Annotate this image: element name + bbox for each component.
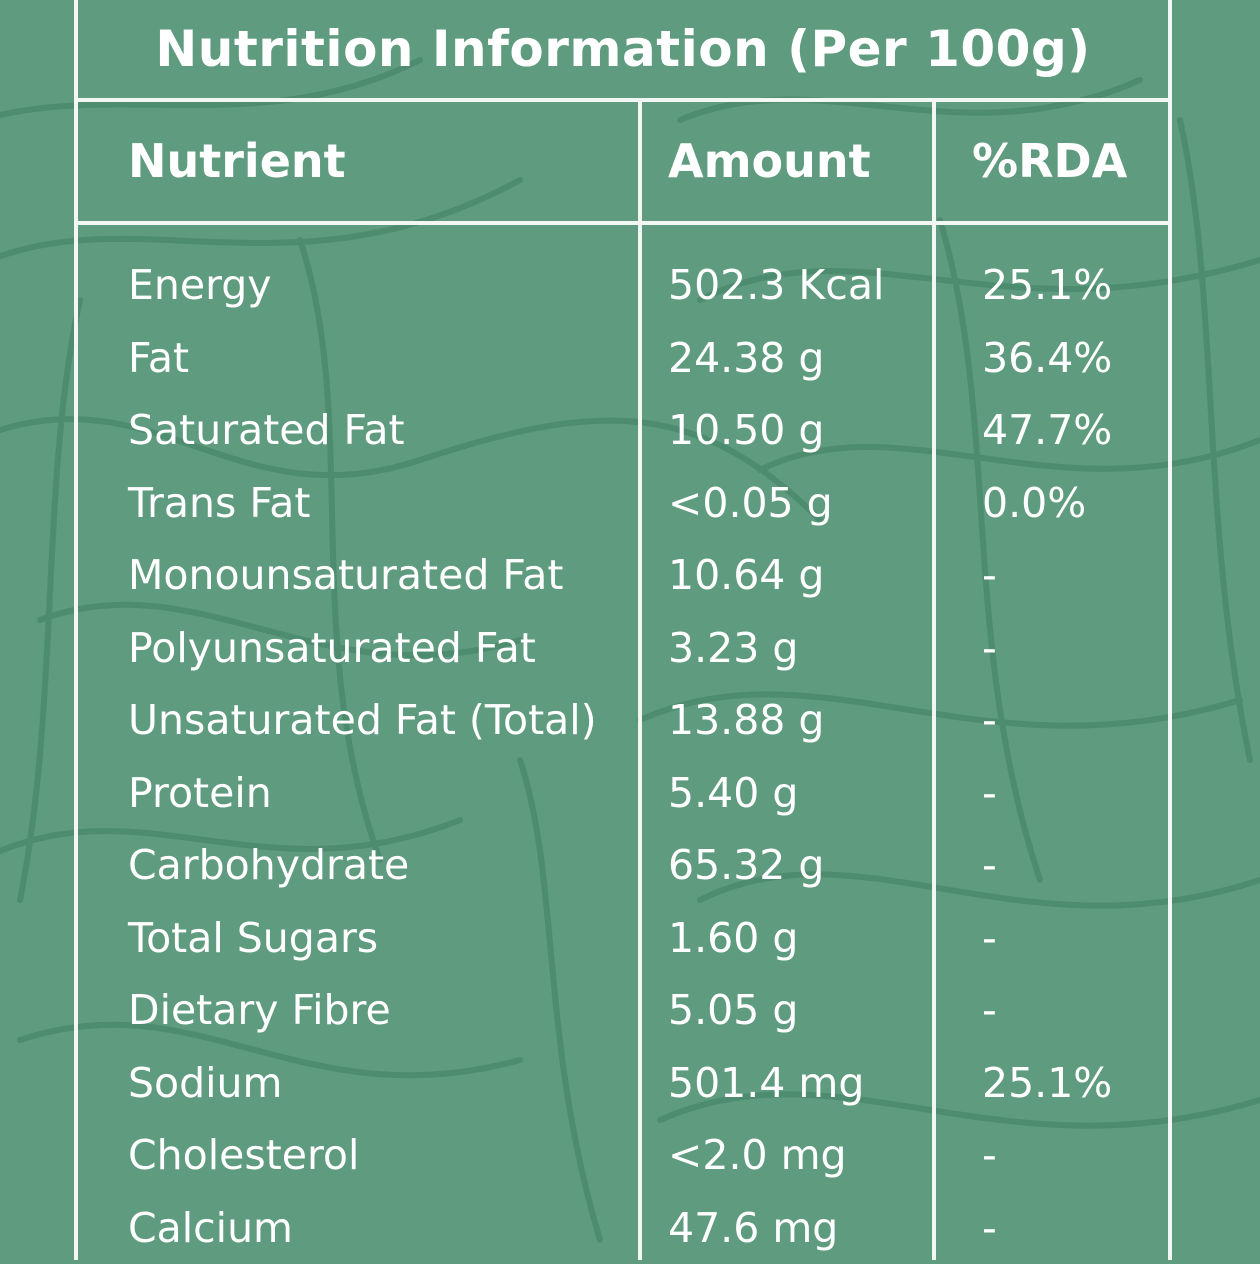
table-row: Protein 5.40 g - — [78, 757, 1168, 830]
rda-cell: 25.1% — [982, 1047, 1112, 1119]
nutrient-cell: Sodium — [128, 1047, 282, 1119]
amount-cell: 5.05 g — [668, 974, 798, 1046]
amount-cell: 24.38 g — [668, 322, 824, 394]
table-row: Fat 24.38 g 36.4% — [78, 322, 1168, 395]
amount-cell: 5.40 g — [668, 757, 798, 829]
amount-cell: 47.6 mg — [668, 1192, 838, 1264]
header-rda: %RDA — [972, 102, 1127, 221]
nutrition-panel: Nutrition Information (Per 100g) Nutrien… — [74, 0, 1172, 1260]
nutrient-cell: Energy — [128, 249, 272, 321]
table-row: Cholesterol <2.0 mg - — [78, 1119, 1168, 1192]
amount-cell: <0.05 g — [668, 467, 833, 539]
table-row: Sodium 501.4 mg 25.1% — [78, 1047, 1168, 1120]
amount-cell: 501.4 mg — [668, 1047, 864, 1119]
table-row: Carbohydrate 65.32 g - — [78, 829, 1168, 902]
table-body: Energy 502.3 Kcal 25.1% Fat 24.38 g 36.4… — [78, 249, 1168, 1264]
nutrient-cell: Saturated Fat — [128, 394, 405, 466]
nutrient-cell: Monounsaturated Fat — [128, 539, 563, 611]
amount-cell: 502.3 Kcal — [668, 249, 884, 321]
amount-cell: <2.0 mg — [668, 1119, 847, 1191]
amount-cell: 1.60 g — [668, 902, 798, 974]
rda-cell: - — [982, 1119, 997, 1191]
table-header-row: Nutrient Amount %RDA — [78, 102, 1168, 225]
nutrient-cell: Calcium — [128, 1192, 293, 1264]
table-row: Total Sugars 1.60 g - — [78, 902, 1168, 975]
rda-cell: - — [982, 974, 997, 1046]
nutrient-cell: Dietary Fibre — [128, 974, 391, 1046]
header-nutrient: Nutrient — [128, 102, 346, 221]
nutrient-cell: Trans Fat — [128, 467, 310, 539]
table-row: Polyunsaturated Fat 3.23 g - — [78, 612, 1168, 685]
nutrient-cell: Protein — [128, 757, 272, 829]
header-amount: Amount — [668, 102, 871, 221]
rda-cell: 47.7% — [982, 394, 1112, 466]
table-row: Monounsaturated Fat 10.64 g - — [78, 539, 1168, 612]
amount-cell: 3.23 g — [668, 612, 798, 684]
table-row: Unsaturated Fat (Total) 13.88 g - — [78, 684, 1168, 757]
nutrient-cell: Fat — [128, 322, 189, 394]
table-row: Trans Fat <0.05 g 0.0% — [78, 467, 1168, 540]
amount-cell: 65.32 g — [668, 829, 824, 901]
rda-cell: - — [982, 1192, 997, 1264]
rda-cell: 36.4% — [982, 322, 1112, 394]
amount-cell: 10.64 g — [668, 539, 824, 611]
rda-cell: 25.1% — [982, 249, 1112, 321]
nutrient-cell: Polyunsaturated Fat — [128, 612, 536, 684]
rda-cell: - — [982, 684, 997, 756]
table-row: Energy 502.3 Kcal 25.1% — [78, 249, 1168, 322]
rda-cell: - — [982, 829, 997, 901]
rda-cell: - — [982, 902, 997, 974]
rda-cell: - — [982, 757, 997, 829]
rda-cell: - — [982, 539, 997, 611]
table-row: Calcium 47.6 mg - — [78, 1192, 1168, 1264]
nutrient-cell: Cholesterol — [128, 1119, 359, 1191]
nutrient-cell: Total Sugars — [128, 902, 378, 974]
rda-cell: 0.0% — [982, 467, 1086, 539]
nutrient-cell: Carbohydrate — [128, 829, 409, 901]
nutrient-cell: Unsaturated Fat (Total) — [128, 684, 597, 756]
rda-cell: - — [982, 612, 997, 684]
amount-cell: 13.88 g — [668, 684, 824, 756]
amount-cell: 10.50 g — [668, 394, 824, 466]
table-row: Saturated Fat 10.50 g 47.7% — [78, 394, 1168, 467]
page-title: Nutrition Information (Per 100g) — [78, 0, 1168, 102]
table-row: Dietary Fibre 5.05 g - — [78, 974, 1168, 1047]
